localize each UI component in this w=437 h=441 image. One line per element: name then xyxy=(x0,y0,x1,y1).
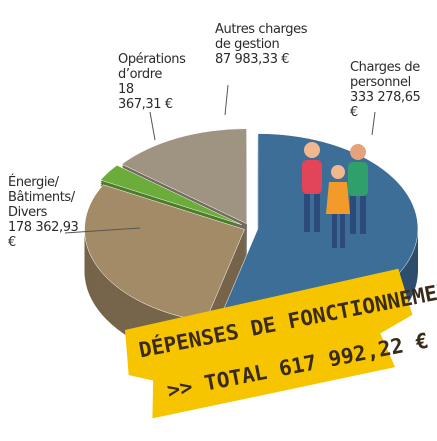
banner-shape xyxy=(125,268,413,419)
value-label: 18 367,31 € xyxy=(118,82,173,112)
slice xyxy=(84,184,245,322)
slice xyxy=(99,164,242,225)
value-label: 178 362,93 € xyxy=(8,220,79,250)
slice-label: Autres charges de gestion 87 983,33 € xyxy=(215,22,325,67)
category: Énergie/ Bâtiments/ Divers xyxy=(8,175,75,220)
category: Autres charges de gestion xyxy=(215,22,308,52)
value-label: 87 983,33 € xyxy=(215,52,290,67)
people-illustration xyxy=(302,142,368,248)
slice-label: Charges de personnel 333 278,65 € xyxy=(350,60,430,120)
pie xyxy=(84,128,419,366)
slice-label: Énergie/ Bâtiments/ Divers 178 362,93 € xyxy=(8,175,80,250)
slice-label: Opérations d’ordre 18 367,31 € xyxy=(118,52,186,112)
value-label: 333 278,65 € xyxy=(350,90,421,120)
category: Charges de personnel xyxy=(350,60,420,90)
slice xyxy=(121,128,247,225)
leader-lines xyxy=(64,84,376,234)
category: Opérations d’ordre xyxy=(118,52,186,82)
